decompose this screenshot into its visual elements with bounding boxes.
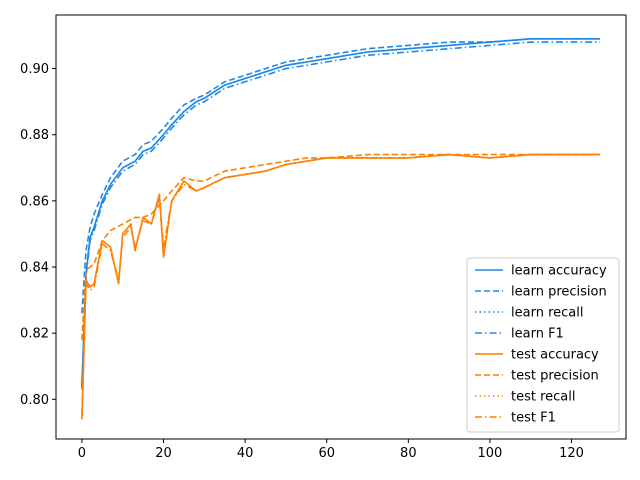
series-line-learn-precision bbox=[81, 37, 601, 314]
series-line-test-precision bbox=[81, 153, 601, 340]
legend: learn accuracy learn precision learn recal… bbox=[466, 257, 620, 433]
x-tick-label: 20 bbox=[155, 446, 172, 461]
x-tick-label: 0 bbox=[78, 446, 86, 461]
legend-label: test precision bbox=[511, 369, 599, 384]
y-tick-label: 0.80 bbox=[20, 393, 49, 408]
legend-label: learn precision bbox=[511, 285, 607, 300]
legend-label: test accuracy bbox=[511, 348, 599, 363]
plot-frame bbox=[55, 14, 627, 440]
x-tick-label: 80 bbox=[400, 446, 417, 461]
x-tick-label: 120 bbox=[559, 446, 584, 461]
x-tick-label: 100 bbox=[478, 446, 503, 461]
legend-label: test recall bbox=[511, 390, 576, 405]
legend-label: test F1 bbox=[511, 411, 556, 426]
series-layer bbox=[81, 37, 601, 420]
series-line-test-accuracy bbox=[81, 153, 601, 420]
y-tick-label: 0.86 bbox=[20, 194, 49, 209]
y-tick-label: 0.82 bbox=[20, 327, 49, 342]
series-line-test-f1 bbox=[81, 153, 601, 416]
x-axis: 0 20 40 60 80 100 120 bbox=[78, 439, 584, 461]
x-tick-label: 40 bbox=[237, 446, 254, 461]
series-line-learn-f1 bbox=[81, 41, 601, 390]
y-axis: 0.80 0.82 0.84 0.86 0.88 0.90 bbox=[20, 62, 56, 408]
y-tick-label: 0.84 bbox=[20, 261, 49, 276]
series-line-learn-recall bbox=[81, 37, 601, 387]
y-tick-label: 0.88 bbox=[20, 128, 49, 143]
legend-box bbox=[466, 257, 620, 433]
x-tick-label: 60 bbox=[318, 446, 335, 461]
y-tick-label: 0.90 bbox=[20, 62, 49, 77]
legend-label: learn F1 bbox=[511, 327, 564, 342]
legend-label: learn accuracy bbox=[511, 264, 607, 279]
legend-label: learn recall bbox=[511, 306, 583, 321]
